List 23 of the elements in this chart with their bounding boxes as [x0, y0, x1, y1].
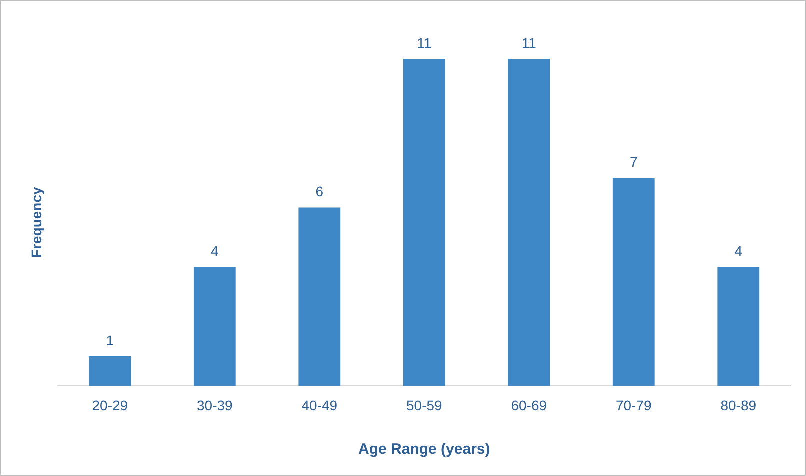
data-label: 7: [630, 154, 638, 170]
x-tick-label: 40-49: [302, 397, 338, 414]
bar: [403, 59, 446, 386]
bar: [89, 356, 132, 386]
bar: [508, 59, 550, 386]
x-axis-title: Age Range (years): [358, 441, 490, 458]
bar: [718, 267, 760, 386]
x-tick-label: 60-69: [511, 397, 548, 414]
bar: [194, 267, 236, 386]
x-tick-label: 80-89: [720, 397, 757, 414]
data-label: 1: [106, 332, 114, 348]
data-label: 11: [522, 34, 537, 51]
data-label: 6: [316, 184, 324, 200]
x-tick-label: 30-39: [197, 397, 234, 414]
bar: [612, 178, 655, 386]
x-tick-label: 50-59: [406, 397, 443, 414]
x-tick-label: 20-29: [92, 397, 128, 414]
data-label: 11: [417, 34, 432, 51]
bar: [298, 208, 341, 386]
data-label: 4: [211, 243, 220, 260]
y-axis-title: Frequency: [28, 186, 44, 258]
x-tick-label: 70-79: [616, 397, 652, 414]
data-label: 4: [734, 243, 743, 260]
